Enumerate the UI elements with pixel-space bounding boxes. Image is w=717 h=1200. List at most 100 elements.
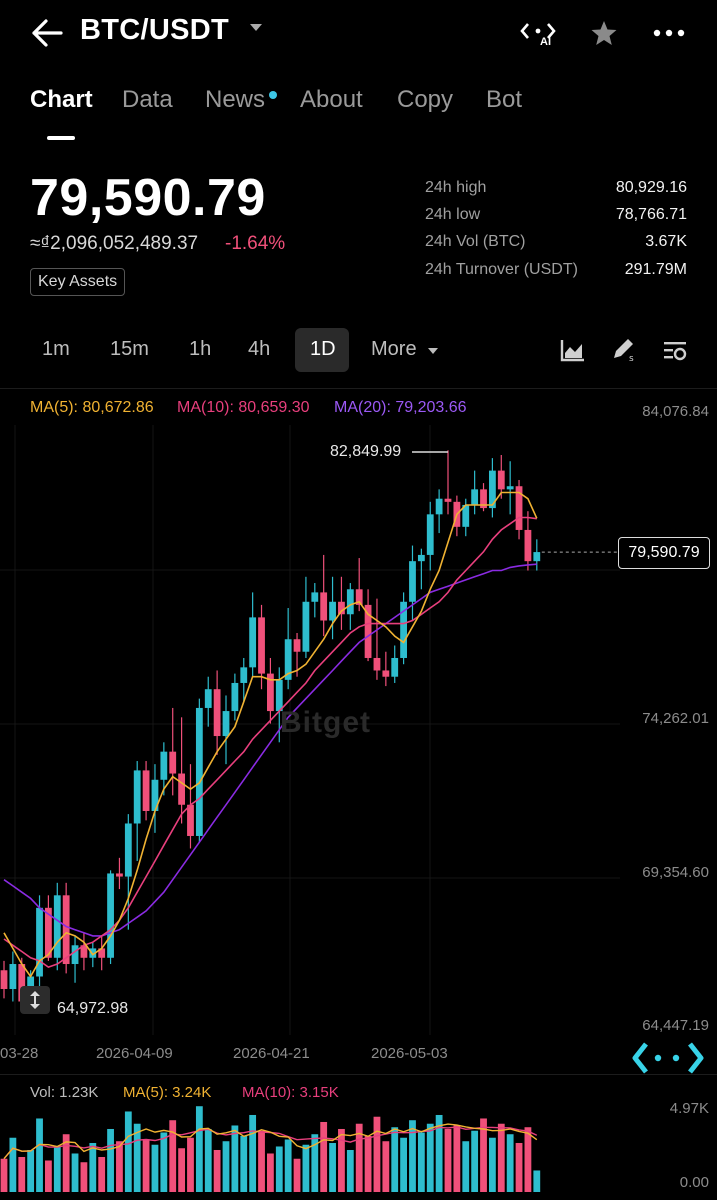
candle-body [80, 945, 88, 958]
more-options-icon[interactable] [652, 28, 686, 38]
price-change: -1.64% [225, 233, 286, 254]
volume-bar [258, 1130, 265, 1192]
volume-bar [409, 1120, 416, 1192]
candle-body [391, 657, 399, 677]
ma5-legend: MA(5): 80,672.86 [30, 399, 154, 416]
volume-bar [80, 1162, 88, 1192]
tab-chart[interactable]: Chart [30, 86, 93, 113]
volume-chart[interactable] [0, 1100, 717, 1195]
tab-copy[interactable]: Copy [397, 86, 454, 113]
volume-bar [213, 1149, 221, 1192]
volume-bar [400, 1137, 407, 1192]
volume-bar [222, 1141, 230, 1192]
candle-body [444, 498, 452, 502]
candle-body [231, 682, 239, 712]
chart-settings-icon[interactable] [662, 339, 688, 363]
candle-body [355, 589, 363, 605]
volume-bar [382, 1141, 390, 1192]
timeframe-1m[interactable]: 1m [42, 338, 70, 360]
ai-chart-icon[interactable] [632, 1040, 706, 1076]
tab-data[interactable]: Data [122, 86, 173, 113]
candle-body [204, 689, 212, 708]
pair-title[interactable]: BTC/USDT [80, 14, 229, 46]
candle-body [515, 486, 523, 530]
candle-body [462, 504, 470, 527]
volume-bar [426, 1123, 434, 1192]
volume-bar [284, 1139, 292, 1192]
candle-body [160, 751, 168, 780]
volume-axis-top: 4.97K [669, 1100, 709, 1117]
fiat-price: ≈₫2,096,052,489.37 [30, 233, 199, 254]
divider [0, 388, 717, 389]
candlestick-chart[interactable] [0, 425, 717, 1035]
date-axis-label: 2026-04-21 [233, 1045, 310, 1062]
indicator-chart-icon[interactable] [560, 338, 586, 362]
volume-bar [462, 1141, 470, 1192]
candle-body [497, 470, 505, 490]
stat-value-24h-turnover: 291.79M [624, 261, 687, 278]
candle-body [506, 486, 514, 490]
candle-body [195, 707, 203, 836]
volume-bar [524, 1127, 532, 1192]
candle-body [417, 554, 425, 562]
candle-body [187, 804, 194, 836]
volume-bar [53, 1146, 61, 1192]
volume-bar [320, 1121, 328, 1192]
candle-body [373, 657, 381, 671]
volume-bar [89, 1142, 97, 1192]
key-assets-badge[interactable]: Key Assets [30, 268, 126, 296]
candle-body [89, 948, 97, 958]
tab-news[interactable]: News [205, 86, 266, 113]
date-axis-label: 2026-05-03 [371, 1045, 448, 1062]
active-tab-indicator [47, 136, 75, 140]
volume-bar [373, 1116, 381, 1192]
candle-body [409, 561, 416, 602]
draw-tool-icon[interactable]: s [610, 336, 638, 364]
candle-body [142, 770, 150, 811]
stat-label-24h-turnover: 24h Turnover (USDT) [425, 261, 578, 278]
candle-body [9, 964, 17, 989]
volume-bar [204, 1128, 212, 1192]
price-axis-label: 74,262.01 [642, 710, 709, 727]
chevron-down-icon[interactable] [250, 24, 262, 31]
volume-bar [133, 1123, 141, 1192]
volume-ma5-legend: MA(5): 3.24K [123, 1084, 212, 1101]
ai-badge: AI [540, 36, 551, 48]
timeframe-15m[interactable]: 15m [110, 338, 149, 360]
timeframe-4h[interactable]: 4h [248, 338, 271, 360]
volume-bar [453, 1125, 461, 1192]
back-arrow-icon[interactable] [30, 18, 64, 48]
candle-body [222, 711, 230, 737]
volume-bar [355, 1123, 363, 1192]
volume-bar [435, 1114, 443, 1192]
more-chevron-icon[interactable] [428, 348, 438, 354]
volume-bar [515, 1142, 523, 1192]
volume-bar [489, 1137, 496, 1192]
tab-about[interactable]: About [300, 86, 363, 113]
timeframe-1h[interactable]: 1h [189, 338, 212, 360]
volume-bar [27, 1149, 35, 1192]
scroll-to-latest-button[interactable] [20, 986, 50, 1014]
volume-bar [329, 1142, 336, 1192]
candle-body [116, 873, 123, 877]
ai-assistant-button[interactable]: AI [520, 20, 560, 50]
tab-bot[interactable]: Bot [486, 86, 523, 113]
volume-bar [240, 1135, 248, 1192]
candle-body [267, 673, 274, 712]
expand-vertical-icon [30, 991, 40, 1009]
high-annotation-line [412, 451, 448, 453]
volume-bar [231, 1125, 239, 1192]
candle-body [0, 970, 8, 989]
candle-body [258, 617, 265, 674]
top-bar: BTC/USDT AI [0, 0, 717, 70]
volume-bar [267, 1153, 274, 1192]
candle-body [124, 823, 132, 877]
volume-bar [338, 1128, 345, 1192]
volume-bar [107, 1128, 114, 1192]
price-axis-label: 64,447.19 [642, 1017, 709, 1034]
candle-body [45, 907, 52, 958]
timeframe-more[interactable]: More [371, 338, 417, 360]
ma5-line [3, 491, 538, 978]
timeframe-1d[interactable]: 1D [310, 338, 336, 360]
star-icon[interactable] [590, 20, 618, 46]
